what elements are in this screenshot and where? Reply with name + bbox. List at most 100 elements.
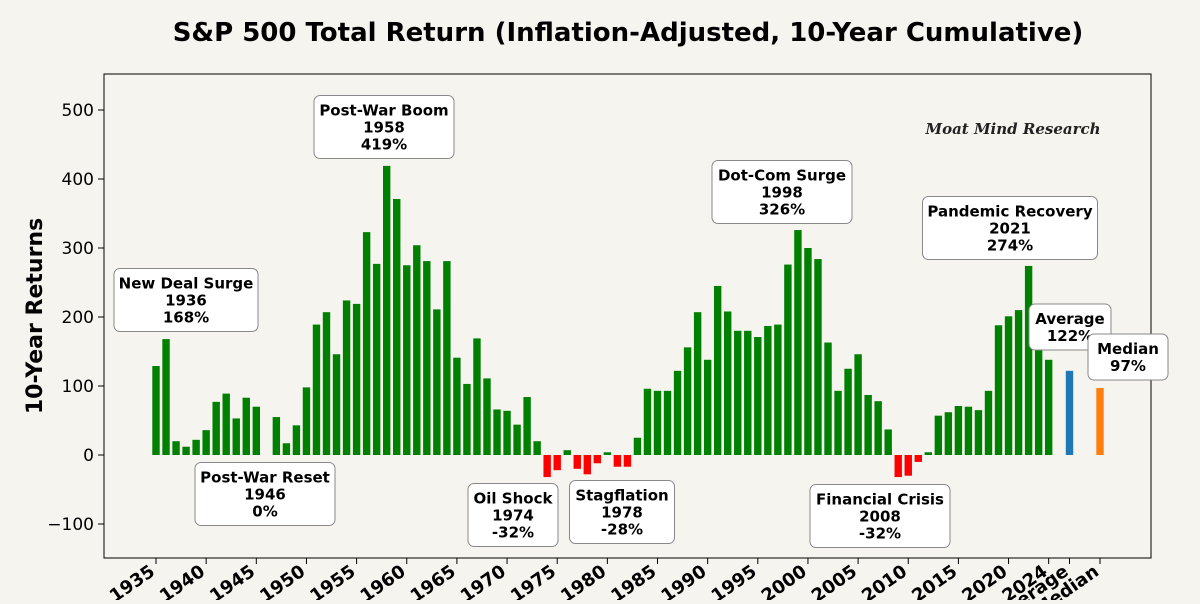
annotation-text: 2021 [989, 220, 1031, 238]
bar-1989 [693, 312, 702, 455]
y-tick-label: 100 [62, 377, 94, 397]
bar-1947 [272, 417, 281, 455]
bar-2008 [884, 429, 892, 455]
annotation-text: 2008 [859, 508, 901, 526]
x-tick-label: 1990 [657, 561, 710, 600]
annotation-text: 326% [759, 201, 805, 219]
annotation-text: Pandemic Recovery [927, 203, 1092, 221]
annotation-text: Post-War Reset [200, 469, 330, 487]
bar-1957 [372, 263, 381, 455]
bar-1943 [232, 418, 240, 455]
bar-2018 [984, 390, 993, 455]
y-axis-label: 10-Year Returns [23, 218, 48, 414]
bar-1960 [403, 265, 411, 455]
x-tick-label: 1955 [306, 561, 359, 600]
annotation-box [569, 480, 675, 544]
bar-1963 [433, 309, 441, 455]
annotation-text: -28% [601, 521, 643, 539]
bar-1978 [583, 455, 591, 475]
bar-1976 [563, 450, 571, 455]
x-tick-label: 1950 [256, 561, 309, 600]
chart-title: S&P 500 Total Return (Inflation-Adjusted… [173, 18, 1084, 48]
bar-1940 [202, 430, 210, 455]
bar-2022 [1024, 265, 1033, 455]
bar-1977 [573, 455, 581, 469]
bar-1981 [613, 455, 622, 467]
bar-1982 [623, 455, 632, 467]
bar-2017 [974, 410, 983, 455]
bar-1996 [764, 325, 772, 455]
annotation-text: 1998 [761, 184, 803, 202]
bar-1972 [523, 397, 531, 455]
bar-median [1096, 388, 1104, 455]
bar-1969 [493, 409, 501, 455]
bar-1998 [784, 264, 792, 455]
bar-2006 [864, 394, 872, 455]
bar-1990 [703, 359, 712, 455]
bar-1966 [463, 383, 471, 455]
y-tick-label: 400 [62, 170, 94, 190]
bar-1949 [292, 425, 301, 455]
bar-1994 [744, 330, 752, 455]
annotation-text: 168% [163, 309, 209, 327]
bar-1988 [683, 347, 692, 455]
bar-2010 [904, 455, 912, 476]
bar-1984 [643, 388, 652, 455]
annotation-text: -32% [492, 524, 534, 542]
bar-1987 [673, 370, 682, 455]
x-tick-label: 1980 [557, 561, 610, 600]
bar-1956 [362, 232, 371, 455]
y-tick-label: 300 [62, 239, 94, 259]
bar-2015 [954, 406, 963, 455]
x-tick-label: 2000 [758, 561, 811, 600]
summary-bars [1065, 370, 1104, 455]
bar-1993 [734, 330, 742, 455]
bar-1941 [212, 401, 220, 455]
bar-2021 [1014, 310, 1023, 455]
x-tick-label: 1995 [708, 561, 761, 600]
annotation-text: New Deal Surge [119, 275, 254, 293]
bar-1971 [513, 424, 521, 455]
bar-2001 [814, 259, 822, 455]
x-tick-label: 1935 [106, 561, 159, 600]
annotation-text: 274% [987, 237, 1033, 255]
annotation-text: Financial Crisis [816, 491, 944, 509]
x-tick-label: 2005 [808, 561, 861, 600]
watermark: Moat Mind Research [924, 120, 1100, 138]
bar-2024 [1044, 359, 1053, 455]
bar-1954 [342, 300, 351, 455]
annotation-box [467, 483, 559, 547]
annotation-text: 419% [361, 136, 407, 154]
y-tick-label: 500 [62, 101, 94, 121]
bar-1937 [172, 441, 180, 455]
bar-1974 [543, 455, 551, 478]
x-tick-label: 1960 [357, 561, 410, 600]
bar-1991 [713, 285, 722, 455]
bar-1961 [413, 245, 421, 455]
bar-1983 [633, 437, 642, 455]
bar-2012 [924, 452, 933, 455]
annotation-text: 122% [1047, 327, 1093, 345]
y-tick-label: −100 [47, 515, 94, 535]
x-tick-label: 1945 [206, 561, 259, 600]
annotation-box [1087, 333, 1169, 381]
x-tick-label: 1970 [457, 561, 510, 600]
annotation-text: Dot-Com Surge [718, 167, 846, 185]
annotation-text: Oil Shock [474, 490, 554, 508]
annotation-text: -32% [859, 525, 901, 543]
bar-1965 [453, 357, 461, 455]
bar-1953 [332, 354, 341, 455]
bar-1951 [312, 324, 321, 455]
